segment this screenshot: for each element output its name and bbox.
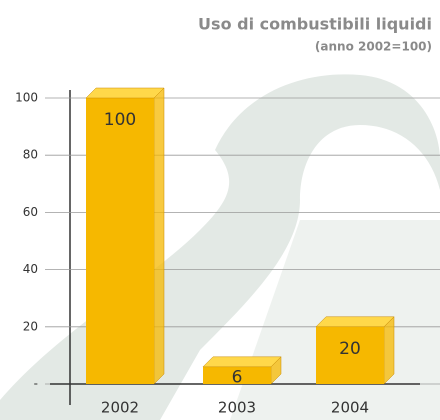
data-label: 100 xyxy=(104,110,136,130)
bar xyxy=(316,326,384,384)
data-label: 6 xyxy=(232,367,243,387)
y-tick-label: 20 xyxy=(23,319,38,333)
x-tick-label: 2002 xyxy=(101,399,139,417)
x-tick-label: 2004 xyxy=(331,399,369,417)
chart-title: Uso di combustibili liquidi xyxy=(198,15,432,34)
x-tick-label: 2003 xyxy=(218,399,256,417)
bar-side xyxy=(383,316,395,385)
data-label: 20 xyxy=(339,339,361,359)
y-tick-label: 40 xyxy=(23,262,38,276)
bar-top xyxy=(315,316,395,328)
bar-top xyxy=(85,87,165,99)
y-tick-label: - xyxy=(34,377,38,391)
bar xyxy=(86,98,154,384)
y-tick-label: 100 xyxy=(15,91,38,105)
bar xyxy=(203,366,271,384)
bar-side xyxy=(153,87,165,385)
y-tick-label: 60 xyxy=(23,205,38,219)
bar-top xyxy=(202,356,282,368)
chart-subtitle: (anno 2002=100) xyxy=(315,40,432,54)
y-tick-label: 80 xyxy=(23,148,38,162)
